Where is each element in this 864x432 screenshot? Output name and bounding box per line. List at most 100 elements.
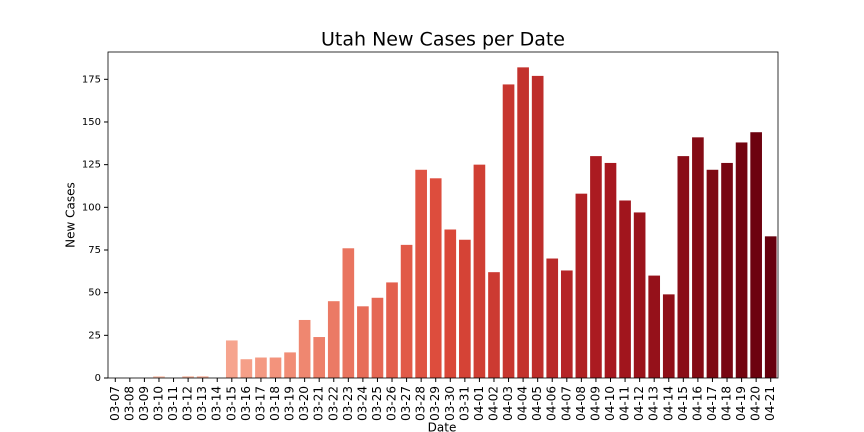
bar xyxy=(196,376,209,378)
y-tick-label: 175 xyxy=(82,74,101,85)
x-tick-label: 03-13 xyxy=(195,386,209,421)
bar xyxy=(429,178,442,378)
bar xyxy=(284,352,296,378)
x-tick-label: 03-27 xyxy=(399,386,413,421)
x-tick-label: 04-01 xyxy=(472,386,486,421)
bar xyxy=(517,67,529,378)
x-tick-label: 04-09 xyxy=(588,386,602,421)
y-tick-label: 50 xyxy=(88,288,101,299)
x-tick-label: 04-18 xyxy=(720,386,734,421)
x-tick-label: 04-06 xyxy=(545,386,559,421)
bar xyxy=(604,162,617,378)
y-tick-label: 25 xyxy=(88,330,101,341)
bar xyxy=(619,200,631,378)
x-tick-label: 04-19 xyxy=(734,386,748,421)
x-tick-label: 03-15 xyxy=(224,386,238,421)
bar xyxy=(225,340,238,378)
bar xyxy=(662,294,675,378)
bar xyxy=(590,156,602,378)
x-tick-label: 03-23 xyxy=(341,386,355,421)
bar xyxy=(386,282,398,378)
x-tick-label: 04-04 xyxy=(516,386,530,421)
y-axis-label: New Cases xyxy=(64,182,78,248)
x-tick-label: 03-10 xyxy=(151,386,165,421)
x-tick-label: 03-12 xyxy=(181,386,195,421)
bar xyxy=(357,306,369,378)
x-tick-label: 03-18 xyxy=(268,386,282,421)
bar xyxy=(255,357,267,378)
bar xyxy=(371,297,384,378)
x-tick-label: 04-11 xyxy=(618,386,632,421)
x-tick-label: 04-02 xyxy=(486,386,500,421)
x-tick-label: 03-28 xyxy=(414,386,428,421)
bar xyxy=(269,357,282,378)
x-tick-label: 03-14 xyxy=(210,386,224,421)
x-tick-label: 04-10 xyxy=(603,386,617,421)
x-tick-label: 03-25 xyxy=(370,386,384,421)
bar xyxy=(677,156,690,378)
x-tick-label: 03-19 xyxy=(283,386,297,421)
x-tick-label: 04-20 xyxy=(749,386,763,421)
bar xyxy=(488,272,500,378)
x-tick-label: 04-08 xyxy=(574,386,588,421)
x-tick-label: 03-29 xyxy=(428,386,442,421)
x-tick-label: 03-11 xyxy=(166,386,180,421)
x-tick-label: 03-24 xyxy=(355,386,369,421)
x-tick-label: 04-17 xyxy=(705,386,719,421)
bar xyxy=(633,212,646,378)
x-tick-label: 03-08 xyxy=(122,386,136,421)
bar xyxy=(415,169,427,378)
x-tick-label: 03-20 xyxy=(297,386,311,421)
bar xyxy=(706,169,719,378)
bar xyxy=(459,239,471,378)
bar xyxy=(502,84,515,378)
x-tick-label: 04-13 xyxy=(647,386,661,421)
x-tick-label: 03-30 xyxy=(443,386,457,421)
bar xyxy=(400,244,413,378)
bar xyxy=(750,132,762,378)
x-tick-label: 04-12 xyxy=(632,386,646,421)
bar xyxy=(473,164,486,378)
chart-title: Utah New Cases per Date xyxy=(321,29,565,51)
bar xyxy=(648,275,661,378)
y-tick-label: 125 xyxy=(82,160,101,171)
x-tick-label: 03-07 xyxy=(108,386,122,421)
bar xyxy=(560,270,573,378)
x-tick-label: 03-26 xyxy=(385,386,399,421)
bar xyxy=(182,376,194,378)
x-tick-label: 03-17 xyxy=(253,386,267,421)
bar xyxy=(240,359,253,378)
x-tick-label: 04-07 xyxy=(559,386,573,421)
y-tick-label: 75 xyxy=(88,245,101,256)
bar xyxy=(721,162,733,378)
x-tick-label: 03-21 xyxy=(312,386,326,421)
x-tick-label: 03-22 xyxy=(326,386,340,421)
x-tick-label: 04-16 xyxy=(690,386,704,421)
x-tick-label: 03-16 xyxy=(239,386,253,421)
bar xyxy=(764,236,777,378)
bar xyxy=(735,142,748,378)
x-tick-label: 03-31 xyxy=(457,386,471,421)
y-tick-label: 100 xyxy=(82,202,101,213)
x-tick-label: 04-14 xyxy=(661,386,675,421)
plot-frame xyxy=(107,51,779,379)
bar xyxy=(327,301,340,378)
bar xyxy=(546,258,559,378)
bar xyxy=(575,193,588,378)
bar xyxy=(298,319,311,378)
x-axis-label: Date xyxy=(428,421,457,432)
bar xyxy=(444,229,457,378)
y-tick-label: 150 xyxy=(82,117,101,128)
bar xyxy=(153,376,165,378)
x-tick-label: 04-05 xyxy=(530,386,544,421)
x-tick-label: 04-03 xyxy=(501,386,515,421)
y-tick-label: 0 xyxy=(95,373,101,384)
bar xyxy=(342,248,355,378)
bar xyxy=(313,337,326,378)
x-tick-label: 03-09 xyxy=(137,386,151,421)
x-tick-label: 04-21 xyxy=(763,386,777,421)
bar xyxy=(531,75,544,378)
bar xyxy=(692,137,704,378)
x-tick-label: 04-15 xyxy=(676,386,690,421)
